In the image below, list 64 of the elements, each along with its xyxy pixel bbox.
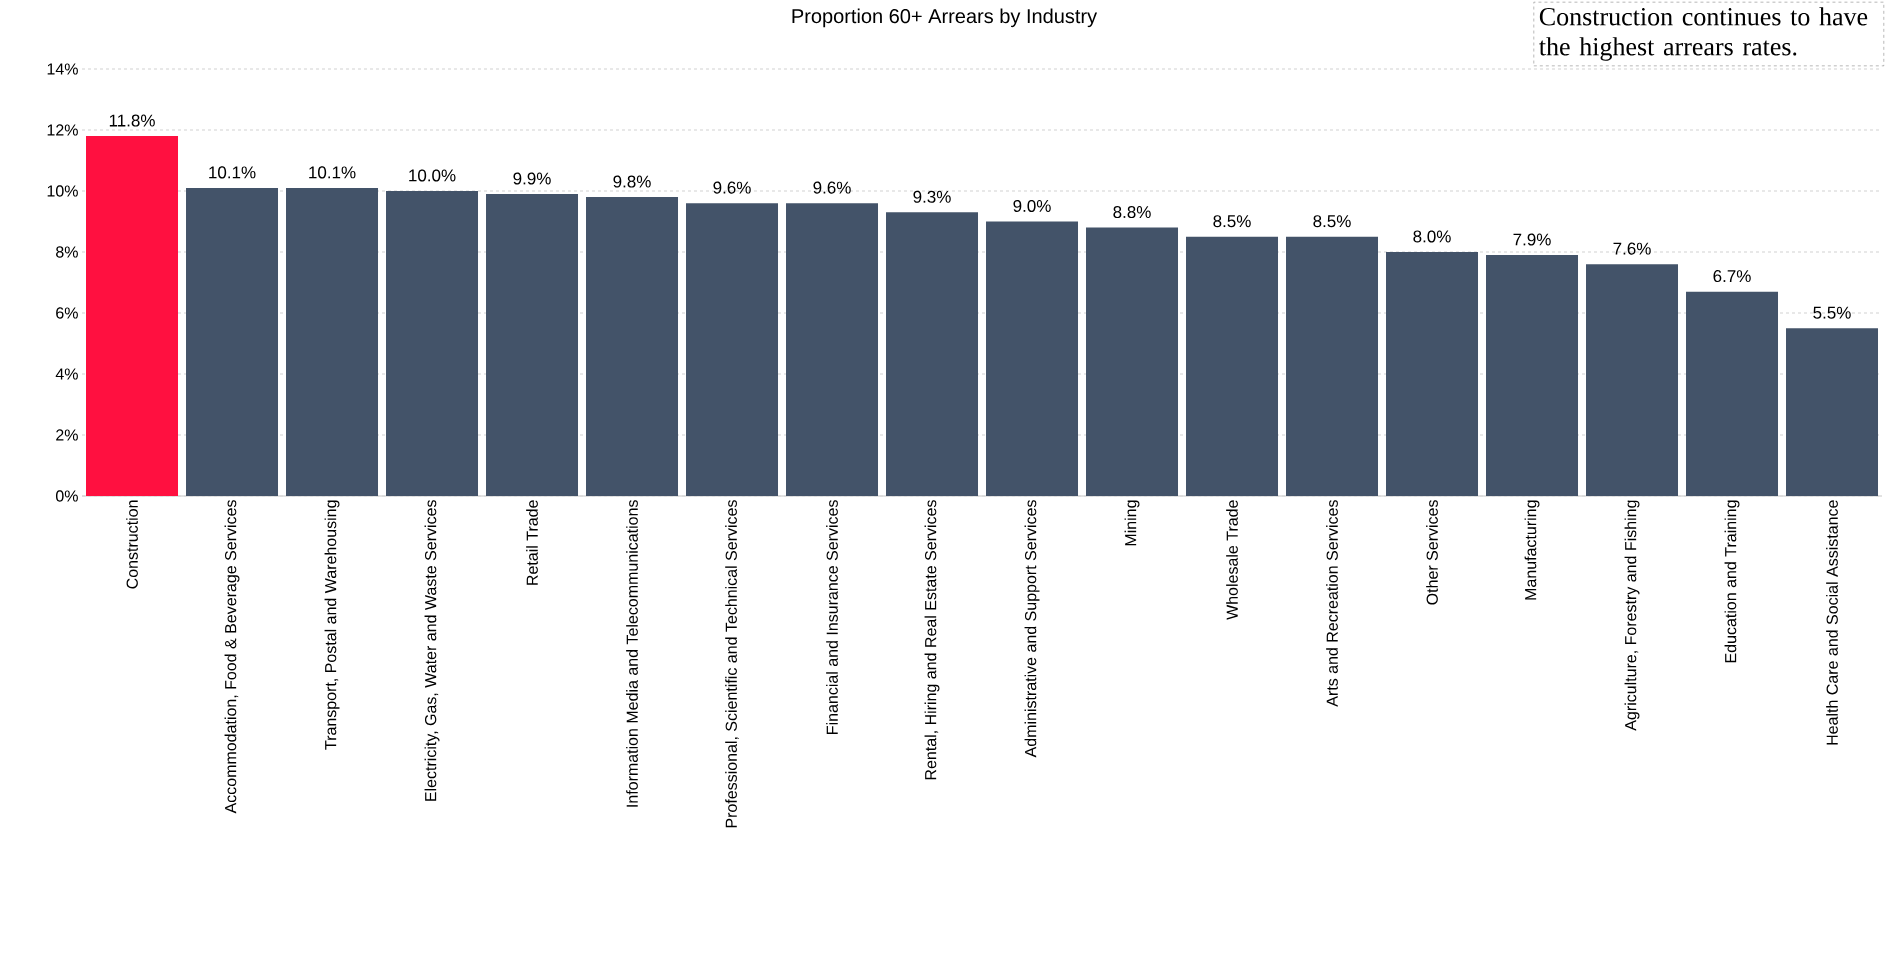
y-tick-label: 0%: [55, 490, 78, 502]
x-tick-label: Retail Trade: [526, 500, 538, 585]
text: Construction continues to have the highest arrears rates.: [1539, 7, 1868, 61]
bar: [1586, 264, 1679, 496]
x-tick-label: Other Services: [1426, 500, 1438, 605]
bar: [1486, 255, 1579, 496]
data-label: 8.0%: [1413, 230, 1451, 243]
x-tick-label: Education and Training: [1724, 500, 1740, 663]
data-label: 10.1%: [209, 166, 256, 179]
y-tick-label: 8%: [56, 246, 78, 258]
y-tick-label: 6%: [56, 307, 78, 319]
data-label: 8.8%: [1113, 206, 1151, 219]
x-tick-label: Arts and Recreation Services: [1326, 500, 1338, 707]
bar: [586, 197, 679, 496]
y-tick-label: 10%: [47, 185, 78, 197]
y-tick-label: 12%: [47, 124, 78, 136]
bar: [186, 187, 279, 496]
data-label: 9.8%: [613, 175, 651, 188]
x-tick-label: Manufacturing: [1524, 500, 1540, 600]
bar: [986, 221, 1079, 496]
x-tick-label: Wholesale Trade: [1226, 500, 1238, 620]
y-tick-label: 14%: [47, 63, 78, 75]
x-tick-label: Information Media and Telecommunications: [626, 500, 638, 807]
x-tick-label: Accommodation, Food & Beverage Services: [224, 500, 240, 814]
data-label: 9.6%: [813, 181, 851, 194]
x-tick-label: Mining: [1124, 500, 1140, 546]
data-label: 9.0%: [1013, 199, 1051, 212]
data-label: 8.5%: [1213, 215, 1251, 228]
data-label: 11.8%: [109, 114, 155, 127]
bar: [386, 190, 479, 496]
bar: [1386, 251, 1479, 496]
x-tick-label: Construction: [126, 500, 138, 589]
bar: [1186, 236, 1279, 496]
y-tick-label: 2%: [56, 429, 78, 441]
data-label: 9.9%: [513, 172, 551, 185]
data-label: 10.1%: [309, 166, 356, 179]
bar: [886, 212, 979, 496]
x-tick-label: Professional, Scientific and Technical Services: [725, 500, 739, 828]
bar: [686, 203, 779, 496]
bar: [1686, 291, 1779, 496]
bar: [486, 194, 579, 496]
data-label: 9.6%: [713, 181, 751, 194]
x-tick-label: Administrative and Support Services: [1024, 500, 1040, 758]
data-label: 7.6%: [1613, 242, 1651, 255]
x-tick-label: Health Care and Social Assistance: [1826, 500, 1838, 745]
bar: [1786, 328, 1879, 496]
x-tick-label: Financial and Insurance Services: [826, 500, 838, 734]
data-label: 10.0%: [409, 169, 456, 182]
data-label: 7.9%: [1513, 233, 1551, 246]
y-tick-label: 4%: [55, 368, 78, 380]
bar: [786, 203, 879, 496]
x-tick-label: Transport, Postal and Warehousing: [324, 500, 340, 750]
bar: [86, 136, 179, 496]
x-tick-label: Electricity, Gas, Water and Waste Services: [424, 500, 440, 801]
data-label: 5.5%: [1813, 306, 1851, 319]
data-label: 8.5%: [1313, 215, 1351, 228]
x-tick-label: Agriculture, Forestry and Fishing: [1624, 500, 1640, 731]
bar: [286, 187, 379, 496]
x-tick-label: Rental, Hiring and Real Estate Services: [924, 500, 940, 780]
bar: [1086, 227, 1179, 496]
data-label: 6.7%: [1713, 270, 1751, 283]
bar: [1286, 236, 1379, 496]
data-label: 9.3%: [913, 190, 951, 203]
chart-title: Proportion 60+ Arrears by Industry: [792, 8, 1098, 28]
